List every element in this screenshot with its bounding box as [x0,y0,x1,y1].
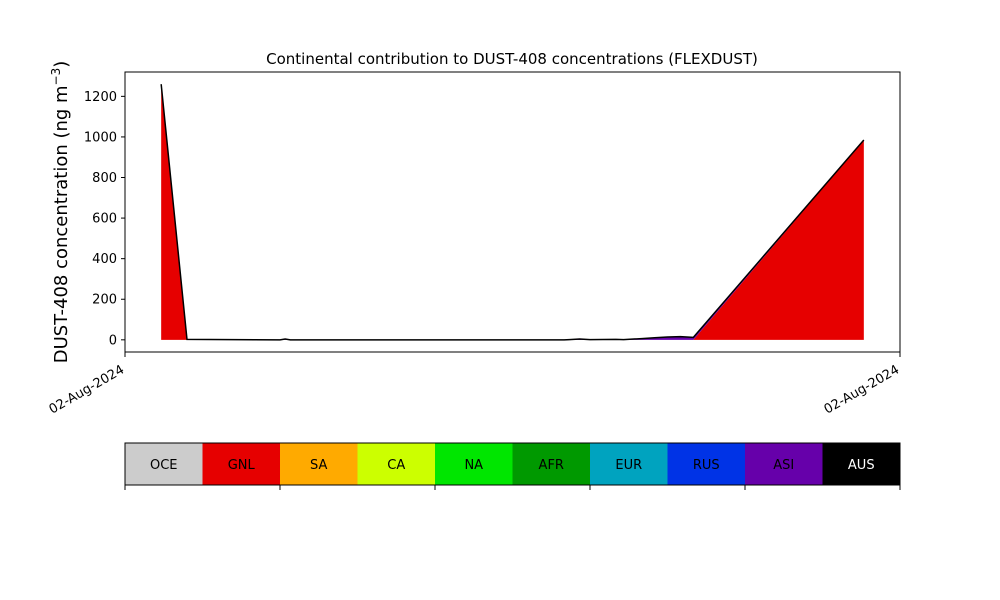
x-tick-label: 02-Aug-2024 [822,362,902,417]
legend-label-na: NA [464,458,483,473]
y-tick-label: 600 [92,212,117,227]
legend-swatch-asi [745,443,823,485]
legend-label-afr: AFR [539,458,564,473]
y-axis-ticks: 0 200 400 600 800 1000 1200 [84,90,125,348]
y-axis-label-main: DUST-408 concentration (ng m [51,85,72,363]
total-line [160,84,865,341]
legend-swatch-sa [280,443,358,485]
legend-label-sa: SA [310,458,327,473]
plot-frame [124,71,901,353]
legend-frame [124,442,901,486]
legend-swatch-eur [590,443,668,485]
legend-label-asi: ASI [773,458,794,473]
x-tick-label: 02-Aug-2024 [47,362,127,417]
legend-label-eur: EUR [615,458,642,473]
legend-colorbar: OCE GNL SA CA NA AFR EUR RUS ASI AUS [124,442,901,490]
legend-swatch-gnl [202,443,280,485]
legend-swatch-rus [667,443,745,485]
legend-label-aus: AUS [848,458,875,473]
legend-swatch-oce [125,443,203,485]
y-tick-label: 400 [92,252,117,267]
chart-title: Continental contribution to DUST-408 con… [266,50,758,68]
area-series-gnl [161,84,864,340]
y-axis-label-sup: −3 [49,68,63,86]
y-tick-label: 0 [109,333,117,348]
legend-swatch-ca [357,443,435,485]
legend-swatch-na [435,443,513,485]
y-tick-label: 800 [92,171,117,186]
y-tick-label: 1200 [84,90,117,105]
legend-label-rus: RUS [693,458,720,473]
legend-label-oce: OCE [150,458,178,473]
legend-swatch-aus [822,443,900,485]
y-tick-label: 200 [92,293,117,308]
y-axis-label: DUST-408 concentration (ng m−3) [49,61,72,364]
plot-areas [161,84,864,340]
legend-swatch-afr [512,443,590,485]
y-axis-label-close: ) [51,61,72,68]
legend-label-gnl: GNL [228,458,256,473]
y-tick-label: 1000 [84,130,117,145]
plot-lines [160,84,865,341]
legend-label-ca: CA [387,458,405,473]
x-axis-ticks: 02-Aug-2024 02-Aug-2024 [47,352,902,418]
